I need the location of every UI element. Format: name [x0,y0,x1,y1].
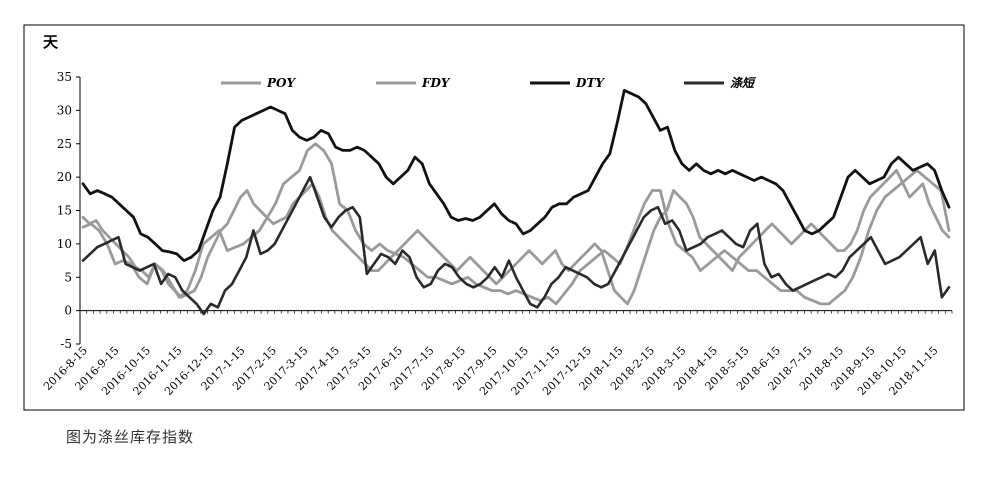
y-unit-label: 天 [43,33,59,51]
y-tick-label: 20 [57,170,72,184]
y-tick-label: 25 [57,137,72,151]
y-tick-label: 35 [57,70,72,84]
y-tick-label: 30 [57,103,72,117]
y-tick-label: 15 [57,204,72,218]
y-tick-label: 5 [64,270,72,284]
legend-label-fdy: FDY [421,76,451,90]
series-group [81,89,951,316]
legend-label-poy: POY [266,76,296,90]
series-line-dty [81,89,951,262]
y-tick-label: 0 [64,304,72,318]
series-line-poy [81,142,951,306]
figure-caption: 图为涤丝库存指数 [66,428,195,446]
chart-frame [23,24,965,411]
legend-label-pet-staple: 涤短 [730,76,757,90]
legend: POY FDY DTY 涤短 [221,76,757,90]
y-tick-label: -5 [60,337,72,351]
series-line-pet-staple [81,175,951,316]
y-tick-label: 10 [57,237,72,251]
legend-label-dty: DTY [575,76,605,90]
